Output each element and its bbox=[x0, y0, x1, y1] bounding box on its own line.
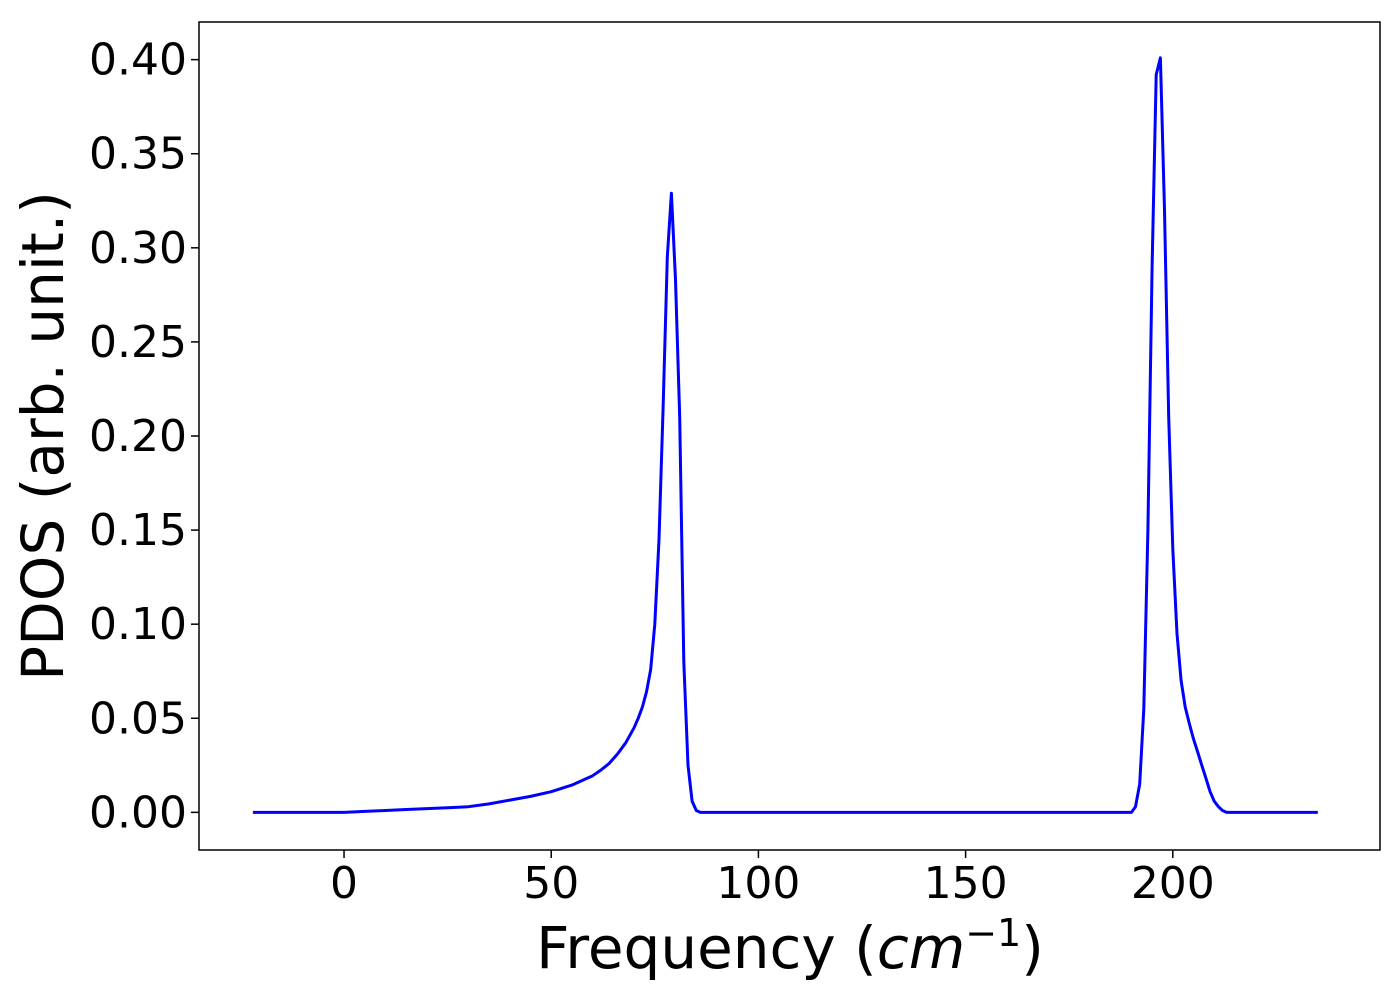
y-tick-label: 0.05 bbox=[89, 693, 187, 744]
x-axis-title-text: Frequency ( bbox=[536, 914, 877, 982]
y-tick-label: 0.10 bbox=[89, 599, 187, 650]
x-tick-label: 150 bbox=[924, 858, 1008, 909]
x-axis-title-exponent: −1 bbox=[965, 911, 1021, 955]
y-tick-label: 0.15 bbox=[89, 505, 187, 556]
pdos-line bbox=[252, 56, 1318, 814]
x-tick-label: 50 bbox=[523, 858, 579, 909]
plot-area bbox=[198, 21, 1381, 851]
x-axis-ticks: 0 50 100 150 200 bbox=[330, 850, 1215, 909]
y-axis-ticks: 0.00 0.05 0.10 0.15 0.20 0.25 0.30 0.35 0.40 bbox=[89, 35, 199, 838]
y-tick-label: 0.40 bbox=[89, 35, 187, 86]
x-axis-title-close: ) bbox=[1021, 914, 1044, 982]
x-axis-title: Frequency (cm−1) bbox=[536, 911, 1044, 982]
x-tick-label: 100 bbox=[716, 858, 800, 909]
x-axis-title-unit: cm bbox=[877, 914, 965, 982]
y-tick-label: 0.30 bbox=[89, 223, 187, 274]
y-tick-label: 0.00 bbox=[89, 787, 187, 838]
x-tick-label: 0 bbox=[330, 858, 358, 909]
x-tick-label: 200 bbox=[1131, 858, 1215, 909]
y-tick-label: 0.20 bbox=[89, 411, 187, 462]
y-tick-label: 0.25 bbox=[89, 317, 187, 368]
y-tick-label: 0.35 bbox=[89, 129, 187, 180]
y-axis-title: PDOS (arb. unit.) bbox=[9, 191, 77, 681]
